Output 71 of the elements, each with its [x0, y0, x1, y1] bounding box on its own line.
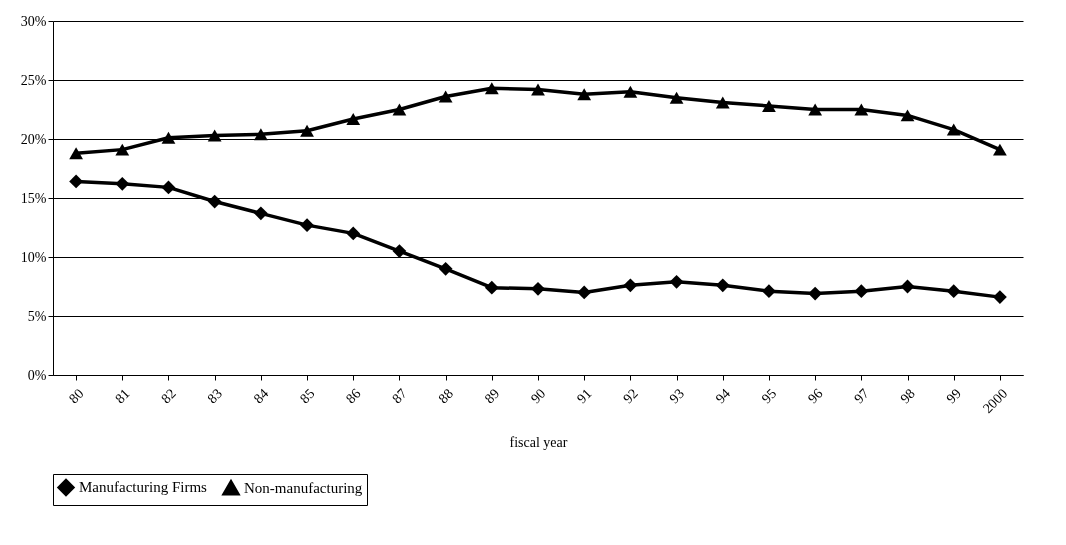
- point: [854, 103, 869, 116]
- point: [669, 274, 684, 289]
- point: [69, 147, 83, 160]
- legend-label: Manufacturing Firms: [79, 479, 208, 496]
- point: [161, 131, 176, 144]
- point: [392, 244, 407, 258]
- point: [207, 129, 222, 142]
- legend-label: Non-manufacturing: [244, 479, 363, 496]
- x-tick-label: 80: [65, 385, 87, 407]
- y-tick-label: 5%: [27, 308, 47, 324]
- point: [438, 90, 453, 103]
- point: [946, 284, 961, 299]
- point: [392, 103, 407, 116]
- x-tick-label: 83: [204, 385, 226, 407]
- point: [762, 99, 776, 112]
- x-tick-label: 98: [897, 385, 918, 407]
- point: [300, 124, 314, 137]
- point: [484, 280, 499, 295]
- x-tick-label: 90: [527, 385, 549, 407]
- x-tick-label: 97: [851, 385, 872, 407]
- x-tick-label: 96: [805, 385, 826, 407]
- point: [577, 88, 592, 101]
- point: [300, 218, 314, 233]
- x-tick-label: 85: [296, 385, 318, 407]
- point: [623, 278, 638, 293]
- point: [993, 290, 1007, 305]
- point: [438, 261, 453, 276]
- point: [715, 96, 730, 109]
- y-tick-label: 25%: [20, 72, 47, 88]
- y-tick-label: 30%: [20, 13, 47, 29]
- point: [900, 109, 915, 122]
- point: [346, 112, 361, 125]
- x-tick-label: 82: [158, 385, 179, 407]
- point: [253, 206, 268, 221]
- point: [808, 103, 823, 116]
- y-tick-label: 15%: [20, 190, 47, 206]
- x-axis-title: fiscal year: [509, 435, 568, 451]
- x-tick-label: 81: [112, 385, 133, 407]
- x-tick-label: 87: [389, 385, 410, 407]
- x-tick-label: 93: [666, 385, 687, 407]
- point: [762, 284, 776, 299]
- x-tick-label: 91: [574, 385, 595, 407]
- point: [623, 85, 638, 98]
- point: [115, 143, 130, 156]
- point: [115, 176, 130, 191]
- point: [69, 174, 83, 189]
- point: [346, 226, 361, 241]
- point: [669, 91, 684, 104]
- point: [253, 128, 268, 141]
- x-tick-label: 86: [343, 385, 364, 407]
- point: [161, 180, 176, 195]
- point: [715, 278, 730, 293]
- point: [946, 123, 961, 136]
- x-tick-label: 99: [943, 385, 965, 407]
- y-tick-label: 0%: [27, 367, 47, 383]
- point: [484, 82, 499, 95]
- point: [854, 284, 869, 299]
- y-tick-label: 10%: [20, 249, 47, 265]
- point: [531, 281, 545, 296]
- x-tick-label: 89: [481, 385, 503, 407]
- x-tick-label: 95: [758, 385, 780, 407]
- point: [577, 285, 592, 300]
- point: [531, 83, 545, 96]
- x-tick-label: 88: [435, 385, 457, 407]
- x-tick-label: 94: [712, 385, 734, 407]
- point: [993, 143, 1007, 156]
- y-tick-label: 20%: [20, 131, 47, 147]
- x-tick-label: 92: [620, 385, 641, 407]
- x-tick-label: 84: [250, 385, 272, 407]
- point: [808, 286, 823, 301]
- point: [207, 194, 222, 209]
